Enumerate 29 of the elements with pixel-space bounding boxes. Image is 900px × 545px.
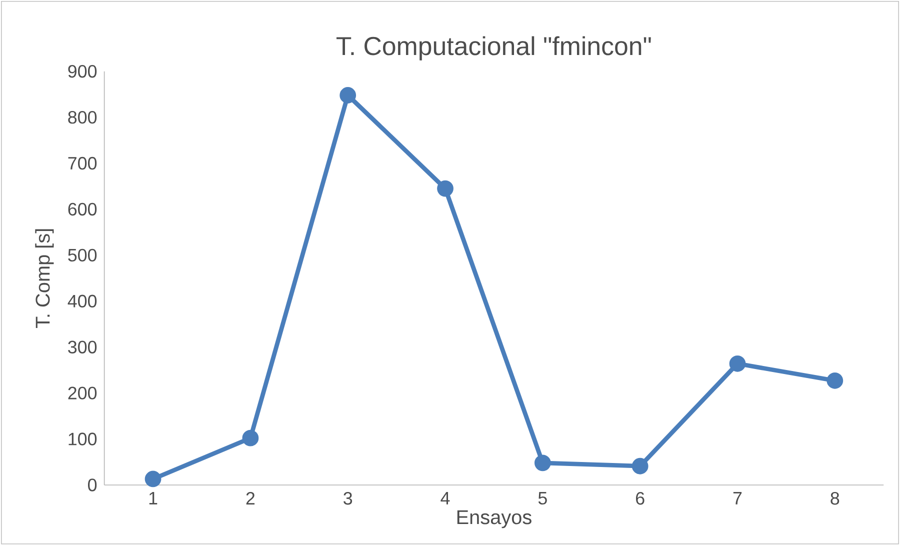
point (242, 430, 259, 446)
y-tick-label: 900 (68, 64, 97, 78)
y-tick-label: 0 (88, 478, 97, 492)
x-tick-label: 4 (440, 492, 450, 504)
y-tick-label: 700 (68, 156, 97, 170)
x-tick-label: 7 (733, 492, 742, 504)
y-tick-label: 600 (68, 202, 97, 216)
y-tick-label: 200 (68, 386, 97, 400)
point (144, 470, 162, 488)
y-tick-label: 100 (68, 432, 97, 446)
point (437, 180, 454, 197)
x-tick-label: 8 (830, 492, 840, 505)
x-tick-label: 2 (246, 492, 255, 504)
point (340, 86, 356, 104)
point (826, 372, 844, 389)
point (729, 355, 746, 372)
x-tick-label: 3 (344, 492, 352, 505)
y-tick-label: 500 (68, 248, 97, 262)
x-axis-title: Ensayos (457, 510, 532, 528)
y-axis-title: T. Comp [s] (35, 229, 54, 328)
y-tick-label: 400 (68, 294, 97, 308)
x-tick-label: 6 (636, 492, 644, 505)
point (534, 454, 551, 471)
x-tick-label: 1 (149, 492, 158, 504)
chart-title: T. Computacional "fmincon" (336, 36, 651, 60)
y-tick-label: 300 (68, 340, 97, 354)
y-tick-label: 800 (68, 110, 97, 124)
point (632, 458, 648, 474)
x-tick-label: 5 (538, 492, 547, 504)
